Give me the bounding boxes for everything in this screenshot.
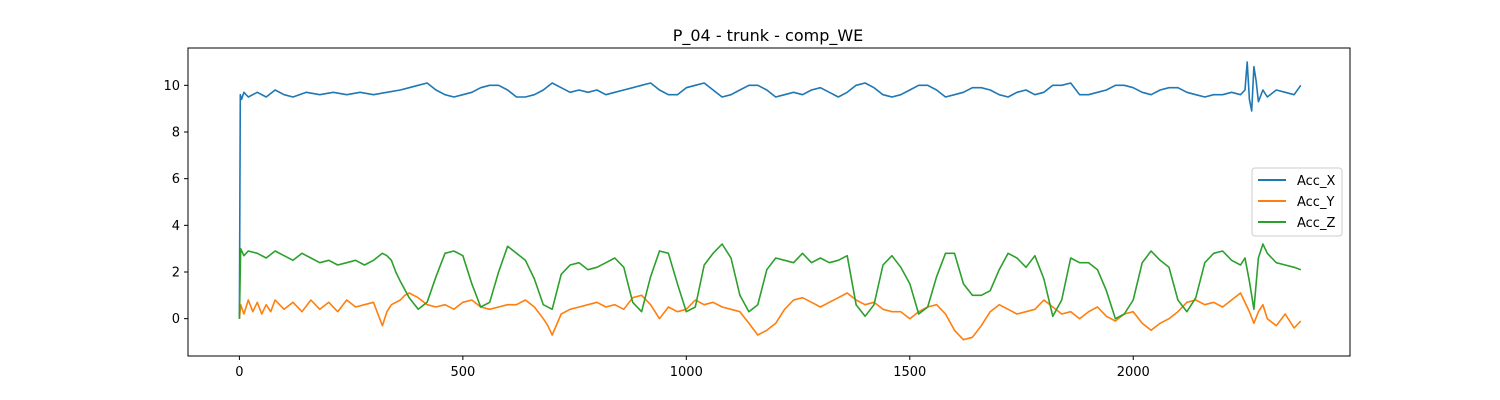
series-layer [238,61,1302,341]
x-axis: 0 500 1000 1500 2000 [235,356,1150,380]
legend-label: Acc_X [1297,174,1335,189]
x-tick-label: 1000 [670,365,703,380]
legend-label: Acc_Y [1297,195,1334,210]
series-line-acc-z [238,243,1302,320]
series-line-acc-y [238,292,1302,341]
y-tick-label: 2 [172,266,180,281]
y-axis: 0 2 4 6 8 10 [163,79,188,327]
y-tick-label: 10 [163,79,180,94]
y-tick-label: 8 [172,126,180,141]
plot-frame [187,47,1351,357]
chart-title: P_04 - trunk - comp_WE [673,26,864,46]
series-line-acc-x [238,61,1302,319]
y-tick-label: 4 [172,219,180,234]
x-tick-label: 1500 [893,365,926,380]
x-tick-label: 2000 [1117,365,1150,380]
legend-box [1251,167,1343,237]
legend: Acc_X Acc_Y Acc_Z [1251,167,1343,237]
legend-label: Acc_Z [1297,216,1335,231]
y-tick-label: 0 [172,312,180,327]
x-tick-label: 500 [450,365,475,380]
x-tick-label: 0 [235,365,243,380]
y-tick-label: 6 [172,172,180,187]
